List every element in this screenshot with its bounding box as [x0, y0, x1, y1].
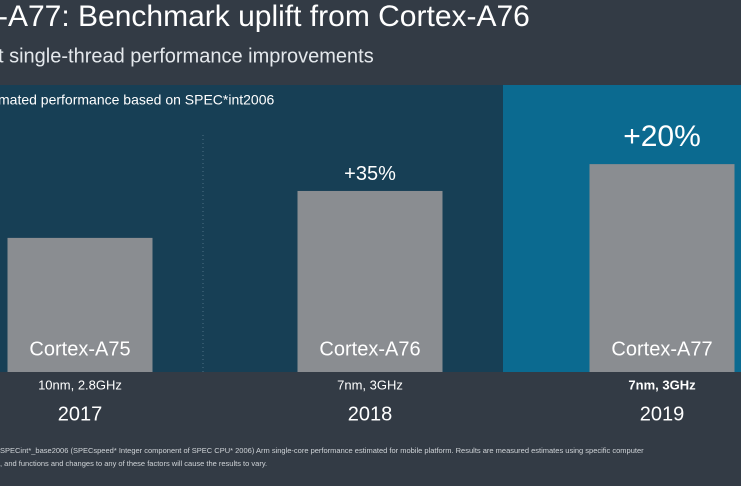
bar-label: Cortex-A76	[319, 338, 420, 360]
bar	[7, 237, 153, 372]
footnote: , and functions and changes to any of th…	[0, 459, 267, 468]
year-label: 2019	[640, 403, 685, 425]
process-label: 10nm, 2.8GHz	[38, 377, 122, 392]
bars: Cortex-A75 10nm, 2.8GHz 2017 Cortex-A76 +35%…	[7, 120, 735, 425]
uplift-label: +35%	[344, 163, 396, 185]
chart-note: mated performance based on SPEC*int2006	[0, 92, 274, 108]
slide-subtitle: t single-thread performance improvements	[0, 45, 374, 67]
footnote: SPECint*_base2006 (SPECspeed* Integer co…	[0, 446, 644, 455]
year-label: 2017	[58, 403, 103, 425]
bar	[297, 190, 443, 372]
process-label: 7nm, 3GHz	[628, 377, 696, 392]
bar	[589, 164, 735, 372]
year-label: 2018	[348, 403, 393, 425]
bar-label: Cortex-A77	[611, 338, 712, 360]
slide-title: -A77: Benchmark uplift from Cortex-A76	[0, 0, 530, 33]
uplift-label: +20%	[623, 120, 701, 153]
process-label: 7nm, 3GHz	[337, 377, 403, 392]
bar-label: Cortex-A75	[29, 338, 130, 360]
